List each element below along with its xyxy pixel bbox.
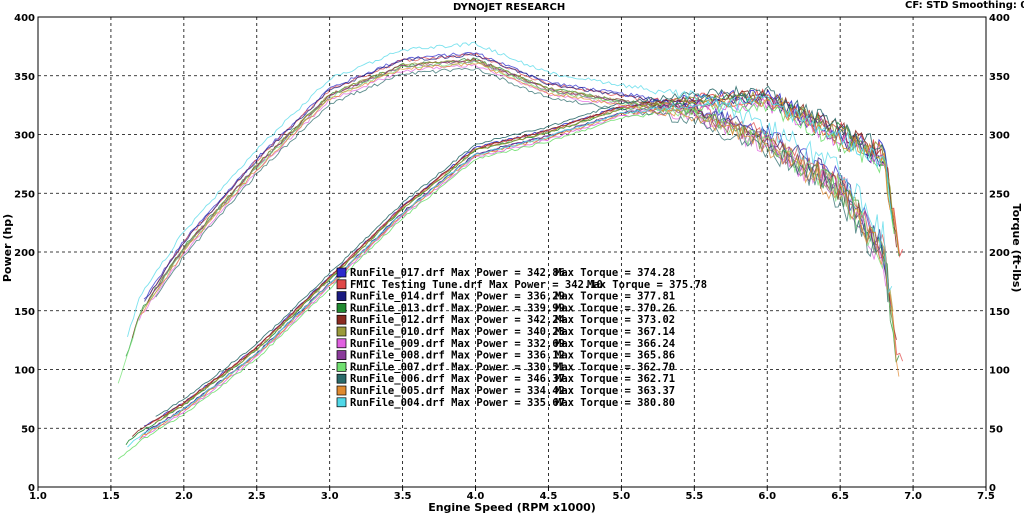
legend-entry-name: RunFile_004.drf Max Power = 335.67 — [350, 397, 565, 409]
legend-entry-name: RunFile_010.drf Max Power = 340.28 — [350, 326, 565, 338]
legend-entry-name: RunFile_009.drf Max Power = 332.69 — [350, 338, 565, 350]
y-tick-label-right: 250 — [989, 189, 1010, 200]
legend-swatch — [336, 362, 347, 372]
legend-entry-name: RunFile_017.drf Max Power = 342.86 — [350, 267, 565, 279]
legend-entry-torque: Max Torque = 380.80 — [555, 397, 675, 409]
y-tick-label-right: 0 — [989, 483, 996, 494]
x-tick-label: 7.0 — [904, 491, 922, 502]
legend-swatch — [336, 303, 347, 313]
status-readout: CF: STD Smoothing: 0 — [905, 0, 1024, 11]
legend-swatch — [336, 385, 347, 396]
torque-curve-2 — [144, 53, 889, 302]
y-tick-label-left: 400 — [14, 13, 35, 24]
legend-entry-name: RunFile_014.drf Max Power = 336.29 — [350, 291, 565, 303]
y-tick-label-left: 50 — [21, 424, 35, 435]
x-tick-label: 4.0 — [467, 491, 485, 502]
power-curve-10 — [140, 98, 900, 439]
y-tick-label-right: 50 — [989, 424, 1003, 435]
legend-swatch — [336, 314, 347, 325]
x-tick-label: 3.5 — [394, 491, 412, 502]
y-tick-label-left: 350 — [14, 72, 35, 83]
legend-entry-torque: Max Torque = 373.02 — [555, 314, 675, 326]
torque-curve-11 — [127, 41, 893, 338]
x-tick-label: 6.5 — [831, 491, 849, 502]
legend-entry-name: RunFile_006.drf Max Power = 346.37 — [350, 373, 565, 385]
legend-entry-name: RunFile_012.drf Max Power = 342.24 — [350, 314, 565, 326]
x-axis-title: Engine Speed (RPM x1000) — [428, 501, 596, 513]
legend-swatch — [336, 267, 347, 278]
y-axis-right-title: Torque (ft-lbs) — [1010, 204, 1023, 293]
axis-ticks: 1.0 1.5 2.0 2.5 3.0 3.5 4.0 4.5 5.0 5.5 6.0 6.5 7.0 7… — [14, 13, 1010, 502]
x-tick-label: 2.0 — [175, 491, 193, 502]
legend-entry-torque: Max Torque = 362.71 — [555, 373, 675, 385]
chart-title: DYNOJET RESEARCH — [453, 2, 566, 13]
legend-entry-torque: Max Torque = 366.24 — [555, 338, 675, 350]
x-tick-label: 3.0 — [321, 491, 339, 502]
x-tick-label: 2.5 — [248, 491, 266, 502]
y-tick-label-left: 250 — [14, 189, 35, 200]
y-axis-left-title: Power (hp) — [1, 214, 14, 282]
torque-curve-9 — [155, 67, 889, 303]
legend-swatch — [336, 373, 347, 384]
x-tick-label: 5.5 — [685, 491, 703, 502]
y-tick-label-right: 200 — [989, 248, 1010, 259]
power-curve-8 — [117, 99, 895, 460]
torque-curve-8 — [117, 60, 895, 384]
power-curve-11 — [127, 95, 893, 448]
y-tick-label-left: 0 — [28, 483, 35, 494]
legend-entry-name: RunFile_005.drf Max Power = 334.42 — [350, 385, 565, 397]
legend-entry-torque: Max Torque = 370.26 — [555, 302, 675, 314]
y-tick-label-left: 300 — [14, 131, 35, 142]
legend-swatch — [336, 326, 347, 337]
power-curve-9 — [155, 85, 889, 417]
y-tick-label-left: 200 — [14, 248, 35, 259]
legend-entry-torque: Max Torque = 365.86 — [555, 350, 675, 362]
x-tick-label: 1.0 — [29, 491, 47, 502]
legend-swatch — [336, 397, 347, 408]
legend-entry-name: RunFile_013.drf Max Power = 339.99 — [350, 302, 565, 314]
y-tick-label-right: 400 — [989, 13, 1010, 24]
x-tick-label: 4.5 — [540, 491, 558, 502]
y-tick-label-left: 150 — [14, 307, 35, 318]
legend-swatch — [336, 279, 347, 290]
grid — [38, 17, 986, 487]
legend-entry-name: RunFile_007.drf Max Power = 330.51 — [350, 361, 565, 373]
x-tick-label: 1.5 — [102, 491, 120, 502]
legend-entry-name: RunFile_008.drf Max Power = 336.12 — [350, 350, 565, 362]
legend-swatch — [336, 338, 347, 349]
x-tick-label: 7.5 — [977, 491, 995, 502]
y-tick-label-left: 100 — [14, 366, 35, 377]
x-tick-label: 6.0 — [758, 491, 776, 502]
legend-entry-torque: Max Torque = 367.14 — [555, 326, 675, 338]
y-tick-label-right: 150 — [989, 307, 1010, 318]
legend-entry-torque: Max Torque = 374.28 — [555, 267, 675, 279]
x-tick-label: 5.0 — [613, 491, 631, 502]
legend-entry-torque: Max Torque = 375.78 — [587, 279, 707, 291]
legend-swatch — [336, 291, 347, 301]
legend-entry-name: FMIC Testing Tune.drf Max Power = 342.10 — [350, 279, 603, 291]
legend-entry-torque: Max Torque = 377.81 — [555, 291, 675, 303]
torque-curve-10 — [140, 62, 900, 377]
legend-entry-torque: Max Torque = 362.70 — [555, 361, 675, 373]
legend-swatch — [336, 350, 347, 360]
y-tick-label-right: 100 — [989, 366, 1010, 377]
y-tick-label-right: 300 — [989, 131, 1010, 142]
legend-entry-torque: Max Torque = 363.37 — [555, 385, 675, 397]
y-tick-label-right: 350 — [989, 72, 1010, 83]
dyno-curves — [117, 41, 904, 460]
